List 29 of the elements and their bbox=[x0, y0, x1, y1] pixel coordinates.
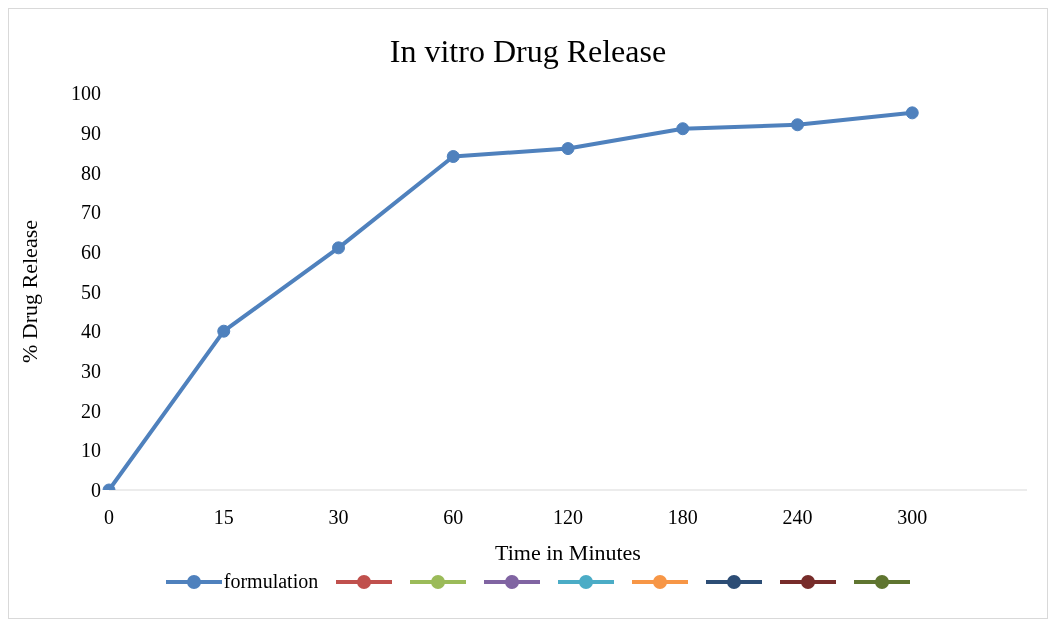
chart-title: In vitro Drug Release bbox=[388, 32, 668, 71]
point bbox=[561, 142, 575, 156]
x-axis-title: Time in Minutes bbox=[495, 540, 641, 565]
y-tick-label: 60 bbox=[81, 240, 101, 263]
legend-label: formulation bbox=[223, 570, 319, 593]
y-tick-label: 20 bbox=[81, 399, 101, 422]
x-tick-label: 15 bbox=[213, 506, 234, 529]
y-tick-label: 10 bbox=[81, 439, 101, 462]
y-axis-title: % Drug Release bbox=[16, 220, 42, 363]
point bbox=[791, 118, 804, 132]
y-tick-label: 50 bbox=[81, 280, 101, 303]
x-tick-label: 120 bbox=[553, 506, 583, 529]
x-tick-label: 180 bbox=[667, 506, 698, 529]
y-tick-label: 30 bbox=[81, 360, 101, 382]
y-tick-label: 90 bbox=[81, 121, 101, 144]
x-tick-label: 240 bbox=[782, 506, 813, 529]
point bbox=[217, 324, 231, 338]
y-tick-label: 0 bbox=[91, 479, 101, 502]
y-tick-label: 80 bbox=[81, 161, 101, 184]
point bbox=[332, 241, 345, 255]
point bbox=[446, 150, 460, 164]
y-tick-label: 40 bbox=[81, 320, 101, 343]
x-tick-label: 300 bbox=[897, 506, 928, 529]
x-tick-label: 60 bbox=[443, 506, 464, 529]
y-tick-label: 100 bbox=[71, 82, 101, 105]
point bbox=[676, 122, 690, 136]
x-tick-label: 30 bbox=[328, 506, 349, 529]
y-tick-label: 70 bbox=[81, 201, 101, 224]
point bbox=[905, 106, 919, 120]
